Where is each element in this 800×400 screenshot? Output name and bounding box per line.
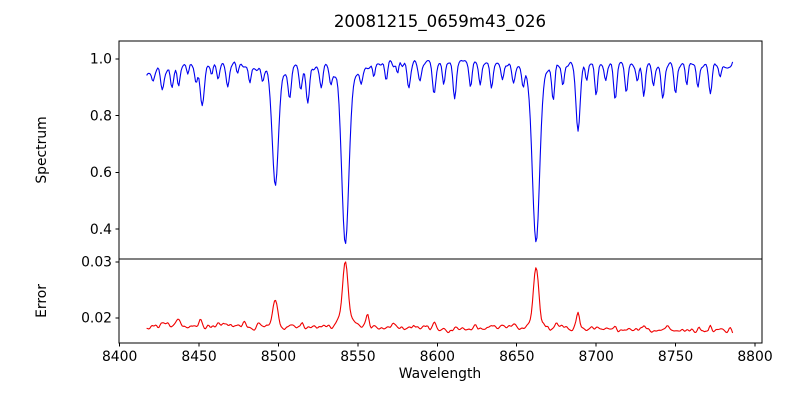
spectrum-y-tick-label: 0.4 [90,222,112,238]
x-tick-label: 8700 [578,349,613,365]
x-tick-label: 8750 [658,349,693,365]
y-axis-label-error: Error [34,284,50,318]
spectrum-y-tick-label: 0.6 [90,165,112,181]
x-tick-label: 8800 [737,349,772,365]
error-y-tick-label: 0.03 [81,255,112,271]
x-tick-label: 8550 [340,349,375,365]
error-y-tick-label: 0.02 [81,311,112,327]
x-tick-label: 8500 [261,349,296,365]
x-tick-label: 8400 [102,349,137,365]
x-tick-label: 8650 [499,349,534,365]
x-tick-label: 8600 [420,349,455,365]
y-axis-label-spectrum: Spectrum [34,116,50,183]
error-panel-border [118,258,763,344]
x-tick-label: 8450 [181,349,216,365]
spectrum-line [146,59,734,245]
spectrum-y-tick-label: 0.8 [90,108,112,124]
x-axis-label: Wavelength [399,366,481,382]
chart-title: 20081215_0659m43_026 [334,12,546,32]
error-line [146,261,734,334]
spectrum-y-tick-label: 1.0 [90,52,112,68]
